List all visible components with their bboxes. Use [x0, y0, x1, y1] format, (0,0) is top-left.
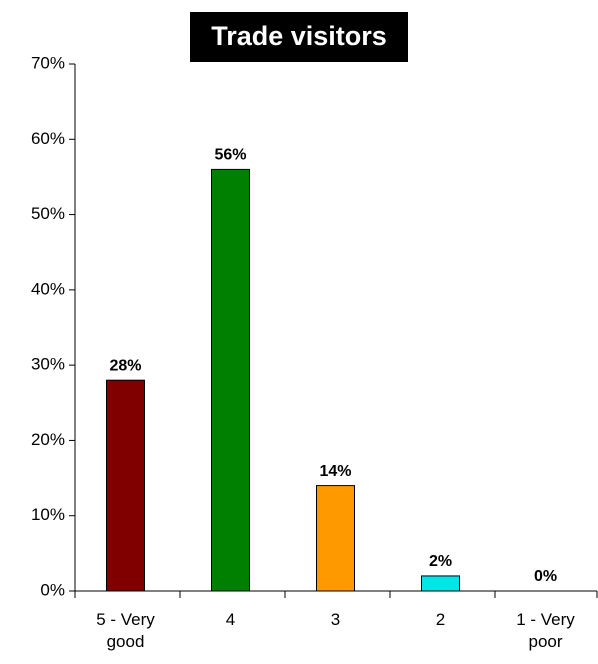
- bar: [421, 575, 460, 592]
- y-tick-label: 0%: [40, 580, 65, 599]
- x-tick-label: 5 - Very good: [96, 610, 155, 651]
- y-tick-label: 50%: [31, 204, 65, 223]
- y-tick-label: 10%: [31, 505, 65, 524]
- title-box: [190, 12, 408, 62]
- x-tick-label: 3: [330, 610, 341, 629]
- y-tick-label: 30%: [31, 355, 65, 374]
- y-tick-label: 40%: [31, 279, 65, 298]
- y-tick-label: 20%: [31, 430, 65, 449]
- value-label: 2%: [429, 553, 452, 570]
- value-label: 28%: [109, 357, 141, 374]
- bar: [211, 168, 250, 592]
- value-label: 0%: [534, 568, 557, 585]
- y-tick-label: 60%: [31, 129, 65, 148]
- chart-title: Trade visitors: [211, 21, 387, 51]
- x-tick-label: 4: [225, 610, 236, 629]
- bar: [106, 379, 145, 592]
- y-tick-label: 70%: [31, 53, 65, 72]
- x-tick-label: 2: [435, 610, 446, 629]
- value-label: 56%: [214, 147, 246, 164]
- x-tick-label: 1 - Very poor: [516, 610, 575, 651]
- bar: [316, 485, 355, 592]
- value-label: 14%: [319, 463, 351, 480]
